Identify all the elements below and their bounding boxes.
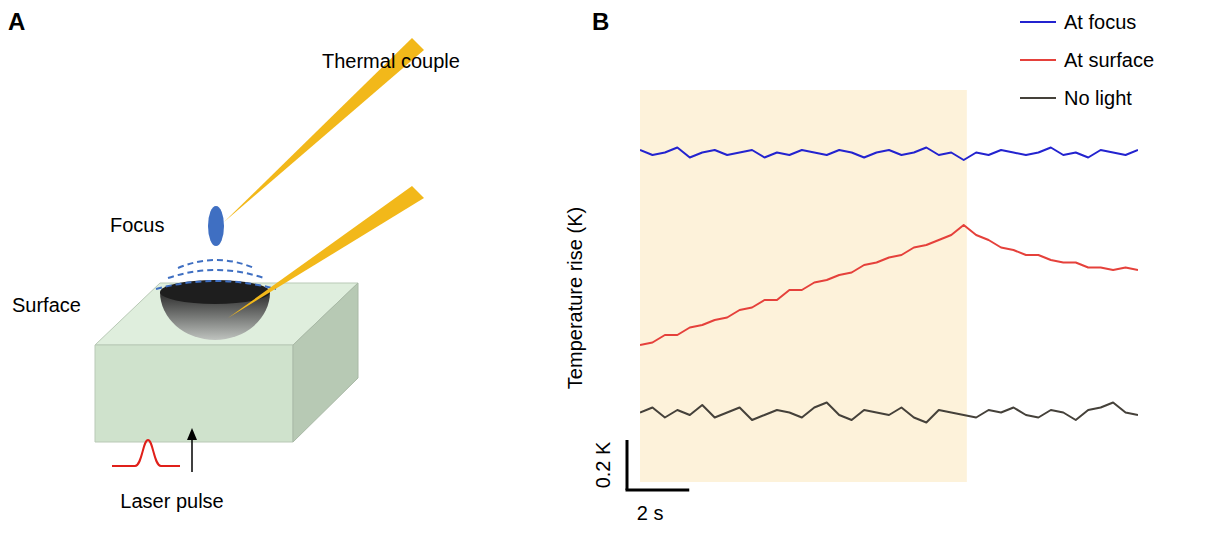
block-side: [293, 283, 358, 442]
figure: A Thermal couple Focus Surface Laser pulse B T…: [0, 0, 1208, 544]
legend-swatch: [1020, 21, 1056, 23]
diagram-label: Focus: [110, 214, 164, 236]
legend-swatch: [1020, 97, 1056, 99]
panel-b: BTemperature rise (K)0.2 K2 sAt focusAt …: [564, 8, 1154, 524]
y-axis-title: Temperature rise (K): [564, 207, 586, 389]
wavefront: [156, 281, 276, 289]
thermocouple-surface: [228, 186, 424, 318]
light-period: [640, 90, 967, 482]
scale-bar-y-label: 0.2 K: [592, 441, 614, 488]
legend-label: At focus: [1064, 11, 1136, 33]
series-line: [640, 225, 1138, 345]
scale-bar-x-label: 2 s: [637, 502, 664, 524]
legend: At focus At surface No light: [1020, 11, 1154, 109]
wavefront: [178, 260, 254, 268]
diagram-label: Thermal couple: [322, 50, 460, 72]
legend-swatch: [1020, 59, 1056, 61]
series-line: [640, 148, 1138, 161]
panel-letter: B: [592, 8, 609, 35]
arrow-shaft: [191, 438, 193, 472]
scale-bar-y: [626, 440, 629, 490]
focus-spot: [208, 206, 224, 246]
plot-data: [640, 148, 1138, 423]
series-line: [640, 403, 1138, 423]
wavefront: [168, 270, 264, 278]
arrow-head: [187, 428, 197, 440]
panel-a: A Thermal couple Focus Surface Laser pulse: [8, 8, 460, 512]
scale-bar-x: [626, 489, 690, 492]
legend-label: No light: [1064, 87, 1132, 109]
laser-pulse: [112, 440, 180, 466]
diagram-label: Laser pulse: [120, 490, 223, 512]
diagram-label: Surface: [12, 294, 81, 316]
legend-label: At surface: [1064, 49, 1154, 71]
panel-letter: A: [8, 8, 25, 35]
block-front: [95, 345, 293, 442]
